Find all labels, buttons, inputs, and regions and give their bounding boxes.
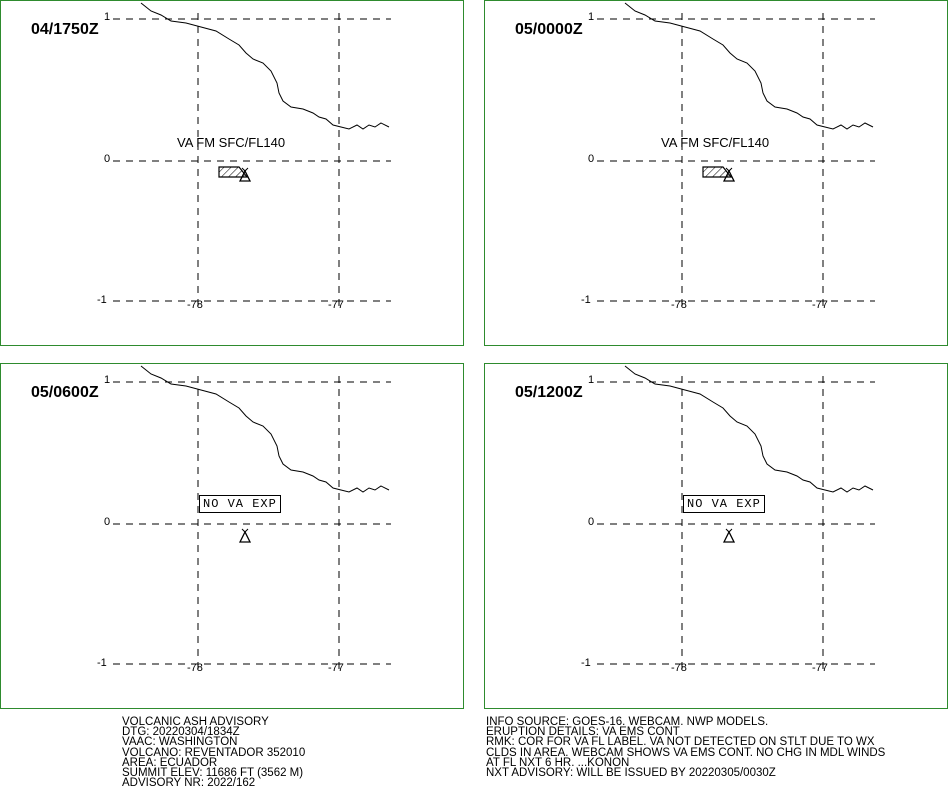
lat-label-mid: 0 (104, 516, 111, 528)
forecast-panel-3: 05/0600Z 1 0 -1 -78 -77 NO VA EXP (0, 363, 464, 709)
lon-label-west: -78 (671, 662, 687, 674)
lat-label-bottom: -1 (581, 657, 591, 669)
lon-label-east: -77 (328, 299, 344, 311)
lon-label-east: -77 (812, 662, 828, 674)
va-level-label: VA FM SFC/FL140 (661, 135, 770, 150)
lat-label-mid: 0 (588, 516, 595, 528)
valid-time: 05/0600Z (31, 384, 99, 401)
volcano-triangle (238, 530, 252, 543)
lat-lon-grid (597, 13, 875, 306)
volcano-plume (241, 167, 249, 172)
forecast-panel-4: 05/1200Z 1 0 -1 -78 -77 NO VA EXP (484, 363, 948, 709)
valid-time: 05/1200Z (515, 384, 583, 401)
volcano-triangle (722, 530, 736, 543)
advisory-line: RMK: COR FOR VA FL LABEL. VA NOT DETECTE… (486, 736, 875, 749)
advisory-line: CLDS IN AREA. WEBCAM SHOWS VA EMS CONT. … (486, 746, 886, 759)
volcano-triangle (238, 169, 252, 182)
lon-label-west: -78 (187, 662, 203, 674)
lat-label-top: 1 (588, 11, 595, 23)
advisory-line: VOLCANO: REVENTADOR 352010 (122, 746, 306, 759)
volcano-plume (241, 528, 249, 533)
advisory-line: ADVISORY NR: 2022/162 (122, 777, 256, 790)
lat-label-bottom: -1 (581, 294, 591, 306)
ash-polygon-shape (702, 166, 733, 178)
coastline (624, 2, 874, 130)
advisory-line: VOLCANIC ASH ADVISORY (122, 716, 269, 728)
lat-label-mid: 0 (588, 153, 595, 165)
advisory-line: DTG: 20220304/1834Z (122, 726, 240, 739)
lat-label-top: 1 (104, 374, 111, 386)
ash-cloud-polygon (218, 166, 249, 178)
advisory-line: SUMMIT ELEV: 11686 FT (3562 M) (122, 767, 304, 780)
volcano-icon (722, 528, 736, 543)
no-va-expected-box: NO VA EXP (683, 495, 765, 513)
map-canvas (113, 365, 391, 669)
volcano-plume (725, 167, 733, 172)
lat-lon-grid (113, 13, 391, 306)
coastline (624, 365, 874, 493)
advisory-header-text: VOLCANIC ASH ADVISORY DTG: 20220304/1834… (122, 716, 306, 790)
advisory-line: INFO SOURCE: GOES-16. WEBCAM. NWP MODELS… (486, 716, 769, 728)
advisory-line: VAAC: WASHINGTON (122, 736, 238, 749)
no-va-expected-box: NO VA EXP (199, 495, 281, 513)
volcano-triangle (722, 169, 736, 182)
lat-label-bottom: -1 (97, 294, 107, 306)
lon-label-west: -78 (187, 299, 203, 311)
coastline (140, 365, 390, 493)
advisory-remarks-text: INFO SOURCE: GOES-16. WEBCAM. NWP MODELS… (486, 716, 886, 780)
lat-label-top: 1 (104, 11, 111, 23)
volcano-icon (238, 528, 252, 543)
valid-time: 04/1750Z (31, 21, 99, 38)
lat-label-bottom: -1 (97, 657, 107, 669)
volcano-icon (238, 167, 252, 182)
forecast-panel-2: 05/0000Z 1 0 -1 -78 -77 VA FM SFC/FL140 (484, 0, 948, 346)
advisory-line: AT FL NXT 6 HR. ...KONON (486, 756, 630, 769)
lat-label-mid: 0 (104, 153, 111, 165)
map-canvas (597, 365, 875, 669)
lat-label-top: 1 (588, 374, 595, 386)
advisory-line: ERUPTION DETAILS: VA EMS CONT (486, 726, 680, 739)
coastline (140, 2, 390, 130)
lon-label-west: -78 (671, 299, 687, 311)
va-level-label: VA FM SFC/FL140 (177, 135, 286, 150)
ash-cloud-polygon (702, 166, 733, 178)
ash-polygon-shape (218, 166, 249, 178)
lon-label-east: -77 (812, 299, 828, 311)
valid-time: 05/0000Z (515, 21, 583, 38)
map-canvas (113, 2, 391, 306)
lat-lon-grid (113, 376, 391, 669)
lon-label-east: -77 (328, 662, 344, 674)
lat-lon-grid (597, 376, 875, 669)
map-canvas (597, 2, 875, 306)
volcano-plume (725, 528, 733, 533)
advisory-line: NXT ADVISORY: WILL BE ISSUED BY 20220305… (486, 767, 776, 780)
volcano-icon (722, 167, 736, 182)
forecast-panel-1: 04/1750Z 1 0 -1 -78 -77 VA FM SFC/FL140 (0, 0, 464, 346)
advisory-line: AREA: ECUADOR (122, 756, 218, 769)
